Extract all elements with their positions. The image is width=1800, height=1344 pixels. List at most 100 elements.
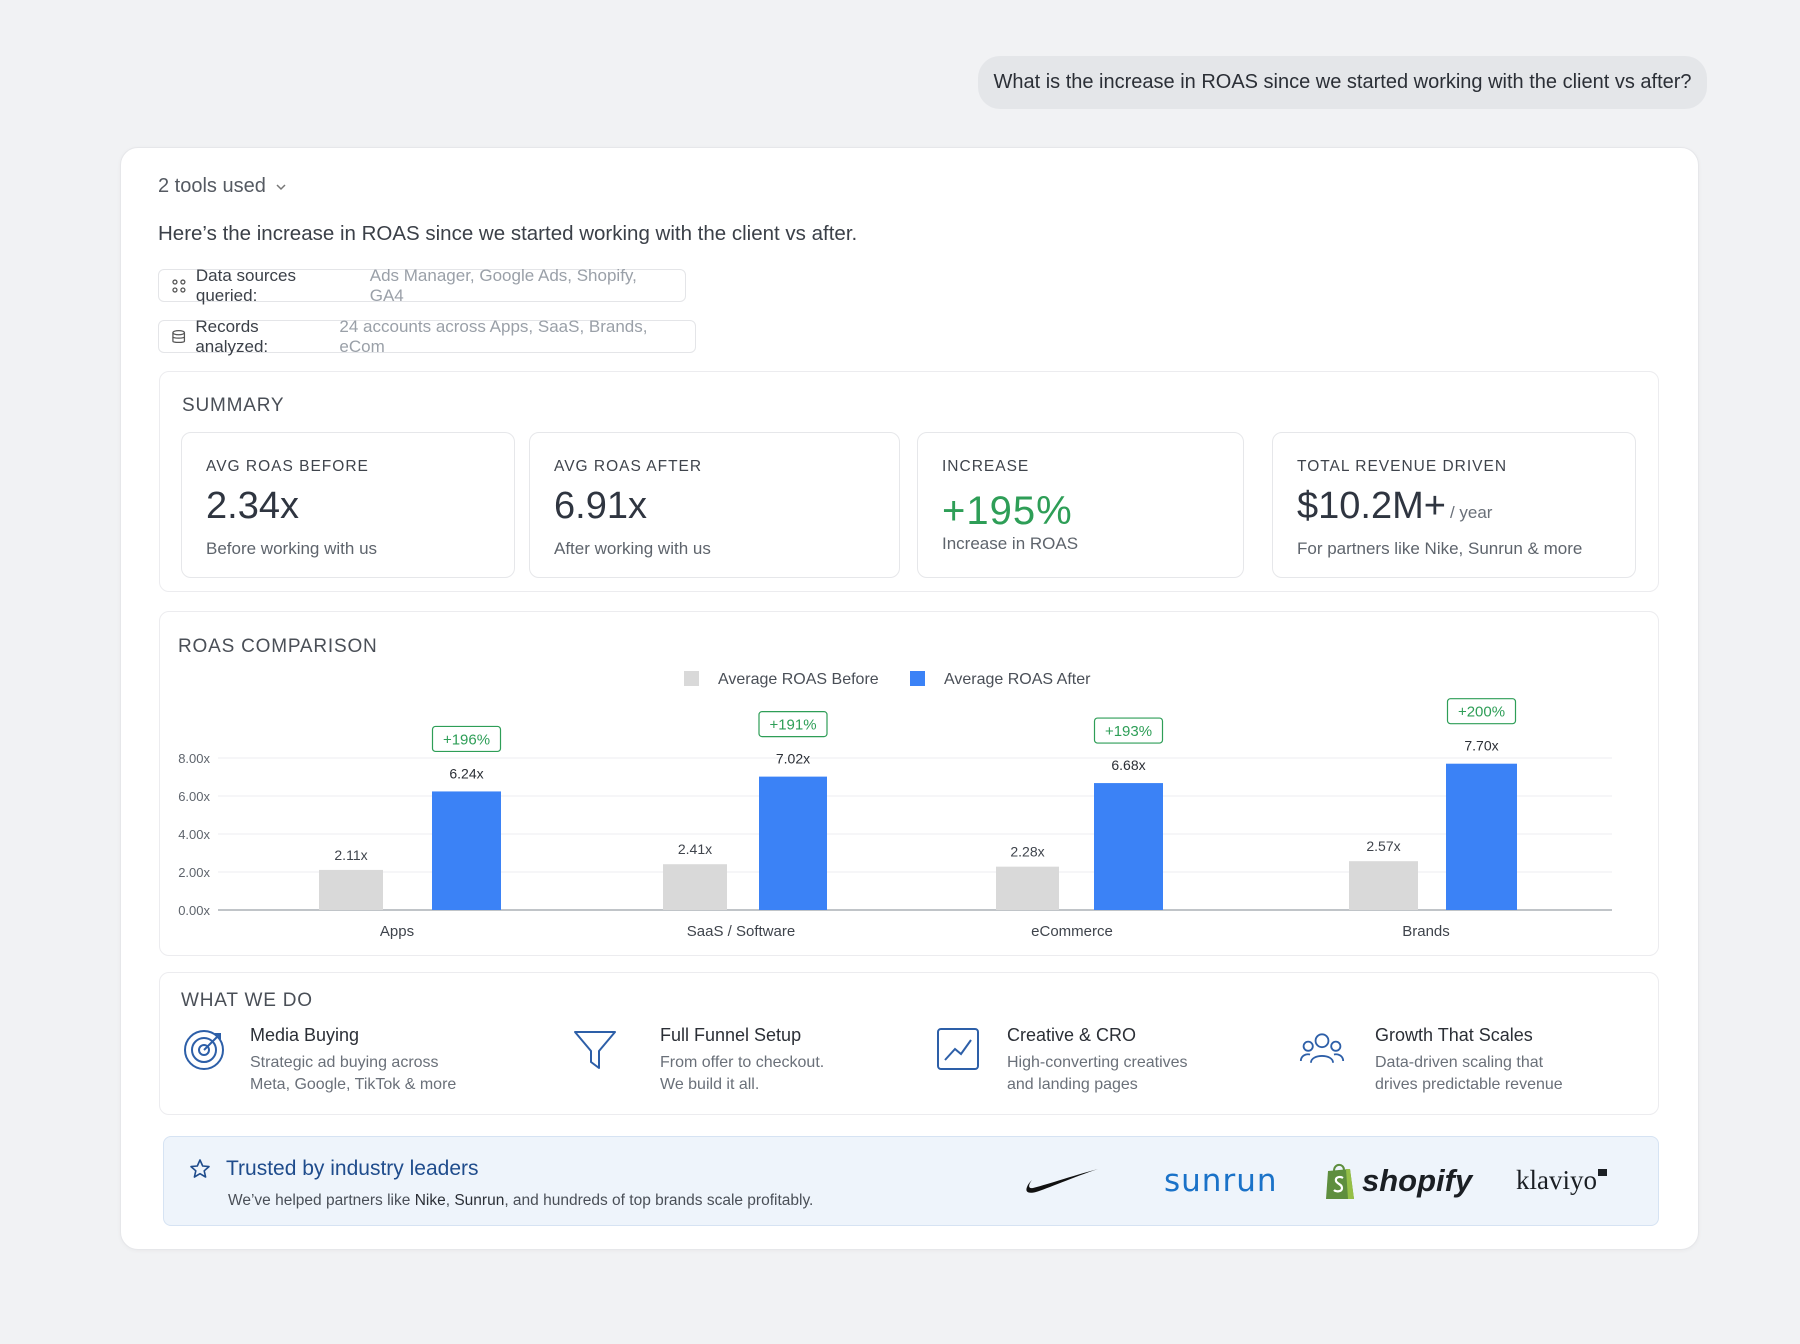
database-icon: [172, 329, 186, 343]
data-sources-label: Data sources queried:: [195, 265, 297, 305]
stat-card-roas-after: AVG ROAS AFTER 6.91x After working with …: [529, 432, 900, 578]
feature-desc-line: High-converting creatives: [1007, 1054, 1188, 1071]
feature-desc-line: We build it all.: [660, 1076, 760, 1093]
data-sources-pill: Data sources queried: Ads Manager, Googl…: [158, 266, 686, 305]
bar-before: [996, 866, 1059, 910]
stat-value: 6.91x: [554, 485, 647, 528]
stat-value-text: 6.91x: [554, 485, 647, 527]
trusted-desc-start: We’ve helped partners like: [228, 1192, 415, 1209]
klaviyo-logo: klaviyo: [1516, 1165, 1607, 1196]
records-pill: Records analyzed: 24 accounts across App…: [158, 317, 696, 356]
stat-sub: Increase in ROAS: [942, 534, 1079, 553]
stat-label: TOTAL REVENUE DRIVEN: [1297, 458, 1508, 475]
user-message-text: What is the increase in ROAS since we st…: [993, 71, 1692, 93]
increase-label: +200%: [1458, 704, 1505, 721]
stat-value-text: +195%: [942, 489, 1073, 533]
increase-label: +193%: [1105, 723, 1152, 740]
stat-label: AVG ROAS AFTER: [554, 458, 703, 475]
user-message-bubble: What is the increase in ROAS since we st…: [978, 56, 1707, 109]
bar-after: [1094, 783, 1163, 910]
roas-bar-chart: 0.00x 2.00x 4.00x 6.00x 8.00x Average ROAS Be…: [178, 671, 1612, 940]
stat-card-increase: INCREASE +195% Increase in ROAS: [917, 432, 1244, 578]
feature-title: Growth That Scales: [1375, 1025, 1533, 1045]
bar-before: [663, 864, 727, 910]
stat-label: INCREASE: [942, 458, 1030, 475]
tools-used-label: 2 tools used: [158, 175, 266, 197]
records-value: 24 accounts across Apps, SaaS, Brands, e…: [339, 316, 648, 356]
y-tick-label: 4.00x: [178, 827, 210, 842]
response-card: 2 tools used Here’s the increase in ROAS…: [120, 147, 1699, 1250]
bar-before: [319, 869, 383, 910]
shopify-bag-icon: [1326, 1163, 1354, 1199]
chevron-down-icon: [276, 183, 286, 190]
target-icon: [184, 1030, 224, 1070]
chart-line-icon: [937, 1028, 979, 1070]
bar-value-label: 7.70x: [1464, 738, 1498, 754]
summary-panel: SUMMARY AVG ROAS BEFORE 2.34x Before wor…: [159, 371, 1659, 592]
bar-value-label: 2.41x: [678, 841, 712, 857]
star-icon: [190, 1159, 210, 1178]
increase-badge: [1446, 698, 1517, 725]
stat-sub: After working with us: [554, 539, 711, 558]
stat-card-revenue: TOTAL REVENUE DRIVEN $10.2M+ / year For p…: [1272, 432, 1636, 578]
what-we-do-panel: WHAT WE DO Media Buying Strategic ad buy…: [159, 972, 1659, 1115]
tools-used-toggle[interactable]: 2 tools used: [158, 175, 288, 198]
roas-comparison-panel: ROAS COMPARISON 0.00x 2.00x 4.00x 6.00x 8.00…: [159, 611, 1659, 956]
stat-sub: Before working with us: [206, 539, 378, 558]
records-label: Records analyzed:: [195, 316, 269, 356]
stat-value: $10.2M+ / year: [1297, 485, 1492, 528]
y-tick-label: 2.00x: [178, 865, 210, 880]
grid-dots-icon: [172, 278, 186, 293]
bar-value-label: 6.24x: [449, 765, 483, 781]
trusted-title: Trusted by industry leaders: [226, 1157, 479, 1180]
x-tick-label: eCommerce: [1031, 923, 1113, 940]
feature-desc-line: and landing pages: [1007, 1076, 1138, 1093]
x-tick-label: Brands: [1402, 923, 1450, 940]
y-tick-label: 0.00x: [178, 903, 210, 918]
increase-badge: [758, 711, 828, 738]
trusted-desc-sep: ,: [445, 1192, 455, 1209]
feature-desc-line: From offer to checkout.: [660, 1054, 825, 1071]
bar-value-label: 2.28x: [1010, 844, 1044, 860]
feature-title: Creative & CRO: [1007, 1025, 1137, 1045]
y-tick-label: 6.00x: [178, 789, 210, 804]
stat-card-roas-before: AVG ROAS BEFORE 2.34x Before working wit…: [181, 432, 515, 578]
feature-desc: High-converting creatives and landing pag…: [1007, 1052, 1247, 1096]
klaviyo-wordmark: klaviyo: [1516, 1165, 1597, 1195]
legend-swatch: [910, 671, 925, 686]
trusted-desc-end: , and hundreds of top brands scale profi…: [504, 1192, 814, 1209]
increase-badge: [1093, 717, 1164, 744]
feature-desc-line: Meta, Google, TikTok & more: [250, 1076, 457, 1093]
bar-after: [432, 791, 501, 910]
trusted-brand: Nike: [414, 1192, 446, 1209]
response-intro: Here’s the increase in ROAS since we sta…: [158, 222, 858, 245]
trusted-brand: Sunrun: [454, 1192, 505, 1209]
users-icon: [1299, 1033, 1345, 1064]
nike-logo: [1026, 1169, 1098, 1193]
chart-title: ROAS COMPARISON: [178, 636, 378, 657]
increase-badge: [431, 725, 502, 753]
summary-title: SUMMARY: [182, 395, 285, 416]
x-tick-label: Apps: [380, 923, 414, 940]
bar-after: [1446, 763, 1517, 910]
feature-desc: Data-driven scaling that drives predictab…: [1375, 1052, 1615, 1096]
stat-unit: / year: [1449, 503, 1493, 522]
trusted-desc: We’ve helped partners like Nike, Sunrun,…: [228, 1192, 813, 1210]
bar-before: [1349, 861, 1418, 910]
increase-label: +191%: [769, 717, 816, 734]
feature-title: Full Funnel Setup: [660, 1025, 802, 1045]
increase-label: +196%: [443, 731, 490, 748]
data-sources-value: Ads Manager, Google Ads, Shopify, GA4: [369, 265, 637, 305]
x-tick-label: SaaS / Software: [687, 923, 795, 940]
y-tick-label: 8.00x: [178, 751, 210, 766]
feature-title: Media Buying: [250, 1025, 360, 1045]
stat-value-text: $10.2M+: [1297, 485, 1446, 527]
feature-desc: From offer to checkout. We build it all.: [660, 1052, 900, 1096]
bar-after: [759, 776, 827, 910]
feature-desc-line: Strategic ad buying across: [250, 1054, 439, 1071]
stat-value-text: 2.34x: [206, 485, 299, 527]
stat-label: AVG ROAS BEFORE: [206, 458, 369, 475]
feature-desc: Strategic ad buying across Meta, Google, …: [250, 1052, 490, 1096]
trusted-banner: Trusted by industry leaders We’ve helped…: [163, 1136, 1659, 1226]
shopify-logo: shopify: [1324, 1161, 1472, 1201]
